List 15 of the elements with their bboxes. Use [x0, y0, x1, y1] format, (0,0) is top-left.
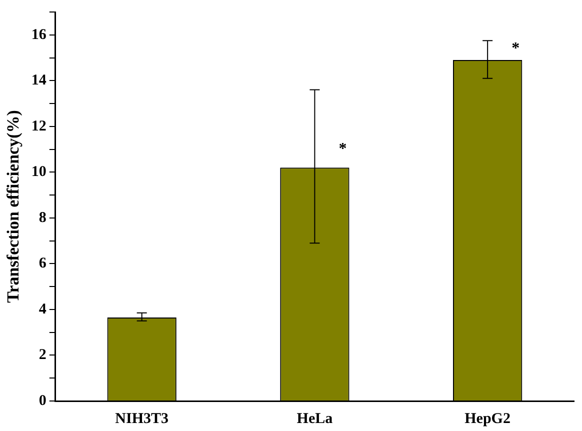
- annotation: *: [338, 140, 347, 158]
- x-tick-label: HepG2: [464, 410, 510, 427]
- y-tick-label: 14: [31, 72, 47, 89]
- x-tick-label: HeLa: [296, 410, 334, 427]
- y-tick-label: 4: [38, 301, 47, 318]
- y-tick-label: 0: [38, 392, 46, 409]
- y-tick-label: 6: [38, 256, 47, 272]
- y-axis-title: Transfection efficiency(%): [4, 110, 23, 303]
- annotation: *: [512, 40, 520, 57]
- x-tick-label: NIH3T3: [115, 410, 169, 427]
- y-tick-label: 12: [31, 118, 46, 134]
- y-tick-label: 8: [38, 210, 46, 226]
- y-tick-label: 2: [38, 347, 46, 364]
- y-tick-label: 10: [31, 164, 46, 180]
- y-tick-label: 16: [31, 26, 47, 43]
